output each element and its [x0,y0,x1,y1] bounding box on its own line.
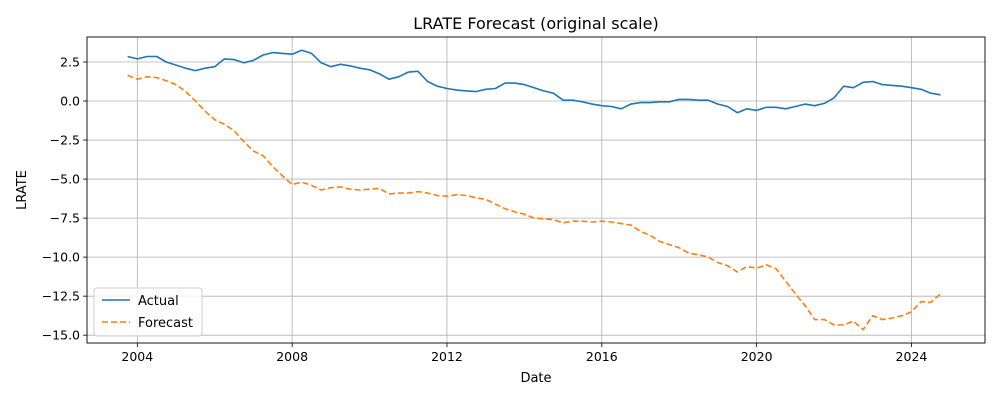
series-line-actual [127,49,941,114]
legend: Actual Forecast [93,287,203,337]
y-tick-label: −2.5 [50,133,80,148]
y-tick-label: −5.0 [50,172,80,187]
y-tick-label: 2.5 [60,54,80,69]
x-tick-label: 2024 [896,349,928,364]
y-tick-label: −7.5 [50,211,80,226]
y-tick-label: 0.0 [60,94,80,109]
y-tick-label: −12.5 [42,289,80,304]
series-layer [127,49,942,331]
y-axis: 2.5 0.0 −2.5 −5.0 −7.5 −10.0 −12.5 −15.0 [42,54,87,343]
x-tick-label: 2020 [741,349,773,364]
series-line-forecast [127,74,942,331]
x-tick-label: 2012 [431,349,463,364]
plot-frame [86,36,986,344]
x-axis-label: Date [520,371,551,386]
x-tick-label: 2008 [276,349,308,364]
x-tick-label: 2004 [121,349,153,364]
legend-label-actual: Actual [138,294,179,309]
y-axis-label: LRATE [15,170,30,210]
legend-label-forecast: Forecast [138,316,193,331]
x-tick-label: 2016 [586,349,618,364]
y-tick-label: −15.0 [42,328,80,343]
y-tick-label: −10.0 [42,250,80,265]
chart-title: LRATE Forecast (original scale) [413,14,658,33]
x-axis: 2004 2008 2012 2016 2020 2024 [121,343,927,364]
